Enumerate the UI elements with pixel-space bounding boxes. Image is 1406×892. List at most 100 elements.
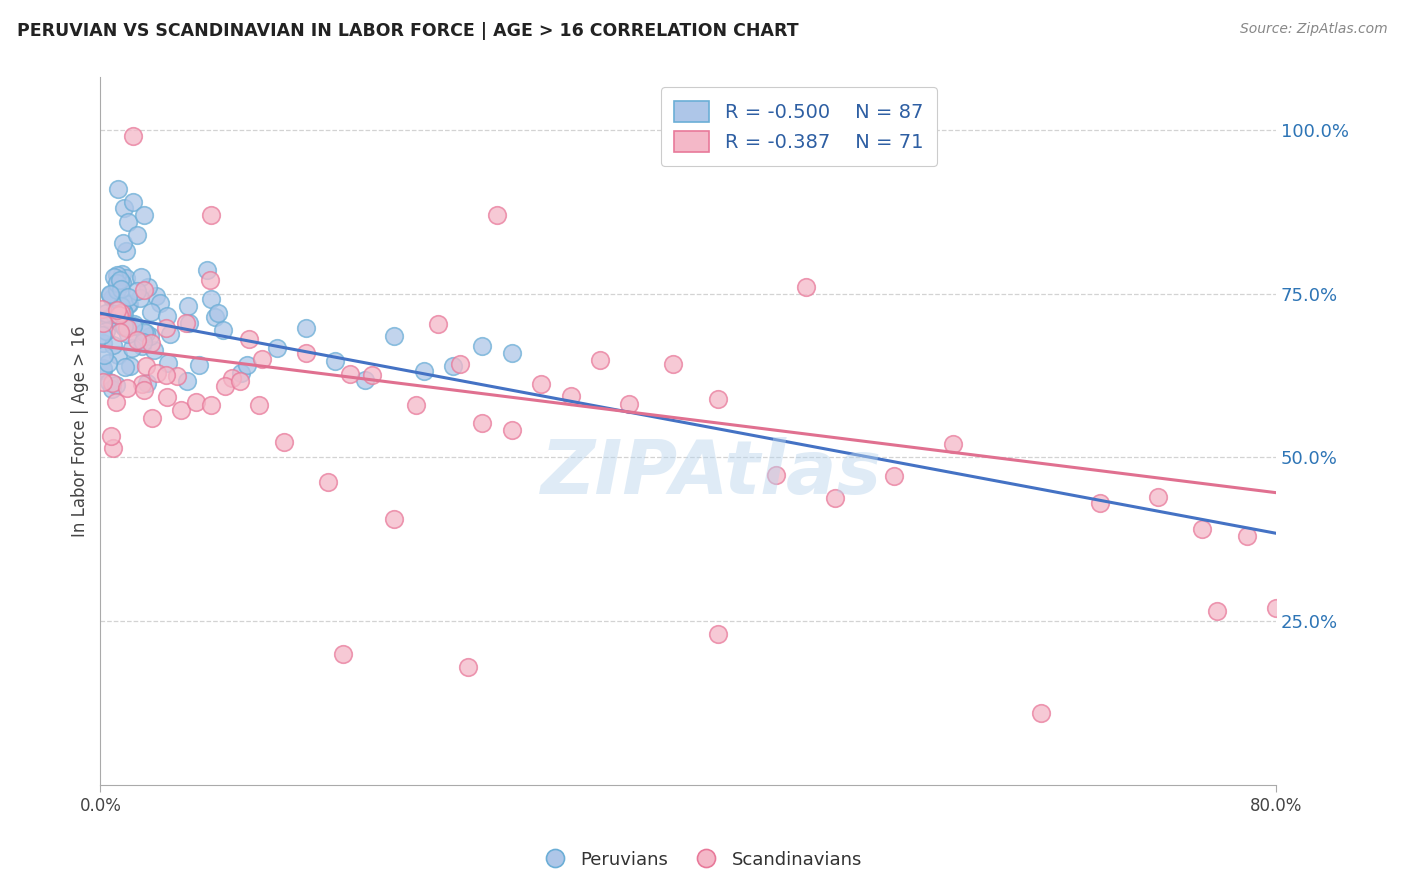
Point	[195, 263, 218, 277]
Point	[105, 276, 128, 290]
Point	[619, 396, 641, 410]
Point	[412, 363, 434, 377]
Point	[110, 282, 132, 296]
Point	[131, 377, 153, 392]
Text: ZIPAtlas: ZIPAtlas	[541, 437, 882, 510]
Point	[103, 307, 125, 321]
Point	[91, 327, 114, 342]
Point	[112, 320, 135, 334]
Point	[112, 318, 135, 333]
Point	[145, 289, 167, 303]
Point	[794, 280, 817, 294]
Point	[97, 375, 120, 389]
Point	[118, 359, 141, 374]
Point	[111, 305, 134, 319]
Point	[91, 317, 114, 331]
Point	[471, 339, 494, 353]
Point	[111, 235, 134, 250]
Point	[131, 334, 153, 349]
Point	[1206, 604, 1229, 618]
Point	[883, 469, 905, 483]
Point	[110, 267, 132, 281]
Point	[156, 356, 179, 370]
Point	[128, 291, 150, 305]
Point	[471, 416, 494, 430]
Point	[127, 227, 149, 242]
Point	[155, 368, 177, 382]
Point	[127, 333, 149, 347]
Point	[93, 348, 115, 362]
Point	[187, 359, 209, 373]
Point	[1236, 529, 1258, 543]
Point	[382, 512, 405, 526]
Point	[103, 269, 125, 284]
Point	[114, 271, 136, 285]
Legend: Peruvians, Scandinavians: Peruvians, Scandinavians	[536, 841, 870, 879]
Point	[560, 388, 582, 402]
Point	[134, 325, 156, 339]
Point	[339, 367, 361, 381]
Point	[1265, 601, 1288, 615]
Point	[207, 306, 229, 320]
Point	[110, 306, 132, 320]
Point	[98, 288, 121, 302]
Point	[97, 356, 120, 370]
Point	[115, 381, 138, 395]
Point	[427, 317, 450, 331]
Legend: R = -0.500    N = 87, R = -0.387    N = 71: R = -0.500 N = 87, R = -0.387 N = 71	[661, 87, 936, 166]
Point	[141, 411, 163, 425]
Point	[127, 284, 149, 298]
Point	[107, 348, 129, 362]
Point	[176, 375, 198, 389]
Point	[325, 354, 347, 368]
Point	[112, 202, 135, 216]
Point	[706, 627, 728, 641]
Point	[121, 341, 143, 355]
Point	[1191, 522, 1213, 536]
Point	[295, 321, 318, 335]
Point	[486, 208, 509, 222]
Point	[107, 182, 129, 196]
Point	[122, 319, 145, 334]
Point	[115, 321, 138, 335]
Point	[238, 332, 260, 346]
Point	[105, 303, 128, 318]
Point	[200, 292, 222, 306]
Point	[1147, 490, 1170, 504]
Point	[501, 345, 523, 359]
Point	[136, 376, 159, 390]
Point	[121, 129, 143, 144]
Point	[101, 338, 124, 352]
Point	[90, 301, 112, 316]
Point	[250, 351, 273, 366]
Point	[204, 310, 226, 325]
Point	[212, 323, 235, 337]
Point	[236, 358, 259, 372]
Point	[100, 429, 122, 443]
Point	[141, 305, 163, 319]
Point	[177, 299, 200, 313]
Point	[134, 284, 156, 298]
Point	[295, 346, 318, 360]
Point	[121, 194, 143, 209]
Point	[103, 441, 125, 455]
Point	[91, 360, 114, 375]
Text: Source: ZipAtlas.com: Source: ZipAtlas.com	[1240, 22, 1388, 37]
Point	[200, 398, 222, 412]
Y-axis label: In Labor Force | Age > 16: In Labor Force | Age > 16	[72, 326, 89, 537]
Point	[108, 316, 131, 330]
Point	[405, 399, 427, 413]
Point	[589, 353, 612, 368]
Point	[441, 359, 464, 374]
Point	[136, 279, 159, 293]
Point	[118, 296, 141, 310]
Point	[156, 309, 179, 323]
Point	[114, 360, 136, 375]
Point	[200, 272, 222, 286]
Point	[107, 283, 129, 297]
Point	[166, 368, 188, 383]
Point	[266, 341, 288, 355]
Point	[662, 357, 685, 371]
Point	[139, 335, 162, 350]
Point	[221, 371, 243, 385]
